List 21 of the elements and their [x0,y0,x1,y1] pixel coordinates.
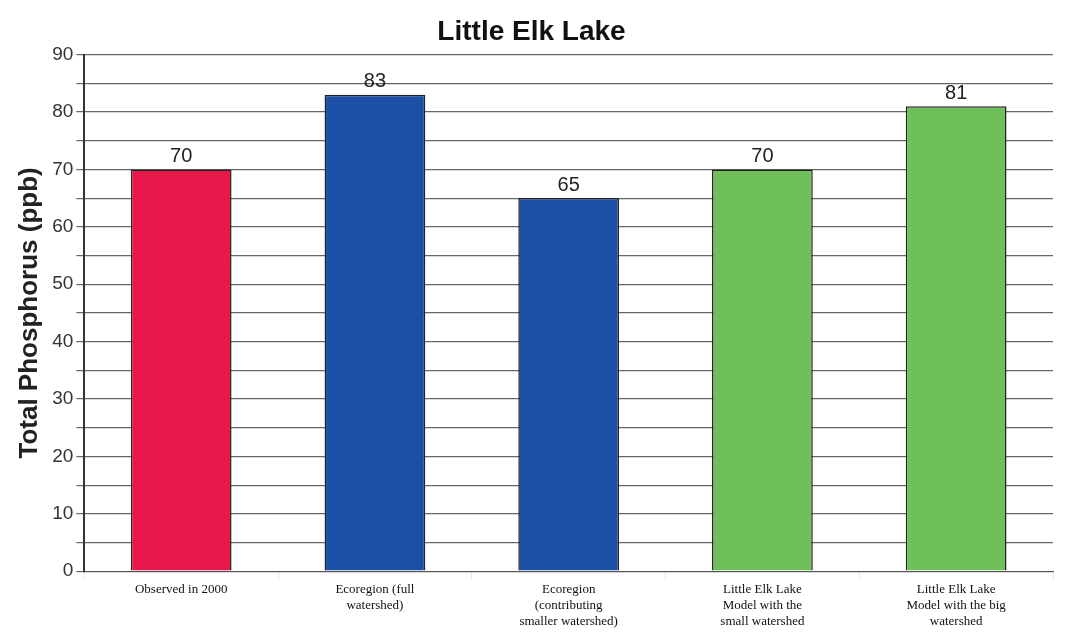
data-label: 70 [170,143,193,166]
x-tick-label: Observed in 2000 [134,581,228,597]
x-tick-label: Little Elk Lake Model with the big watershed [906,581,1007,628]
x-tick-label: Little Elk Lake Model with the small watershed [720,581,805,628]
chart-title: Little Elk Lake [437,14,626,46]
y-tick-label: 50 [52,272,74,294]
data-label: 81 [945,80,968,103]
y-tick-label: 30 [52,387,74,409]
x-tick-label: Ecoregion (full watershed) [335,581,415,613]
y-axis-title: Total Phosphorus (ppb) [12,167,43,459]
y-tick-label: 70 [52,157,74,179]
x-tick-label: Ecoregion (contributing smaller watershed) [519,581,618,628]
data-label: 65 [557,172,580,195]
y-tick-label: 60 [52,215,74,237]
y-tick-label: 20 [52,444,74,466]
y-tick-label: 10 [52,502,74,524]
y-tick-label: 0 [62,559,74,581]
y-tick-label: 40 [52,329,74,351]
y-tick-label: 90 [52,42,74,64]
data-label: 70 [751,143,774,166]
y-tick-label: 80 [52,100,74,122]
